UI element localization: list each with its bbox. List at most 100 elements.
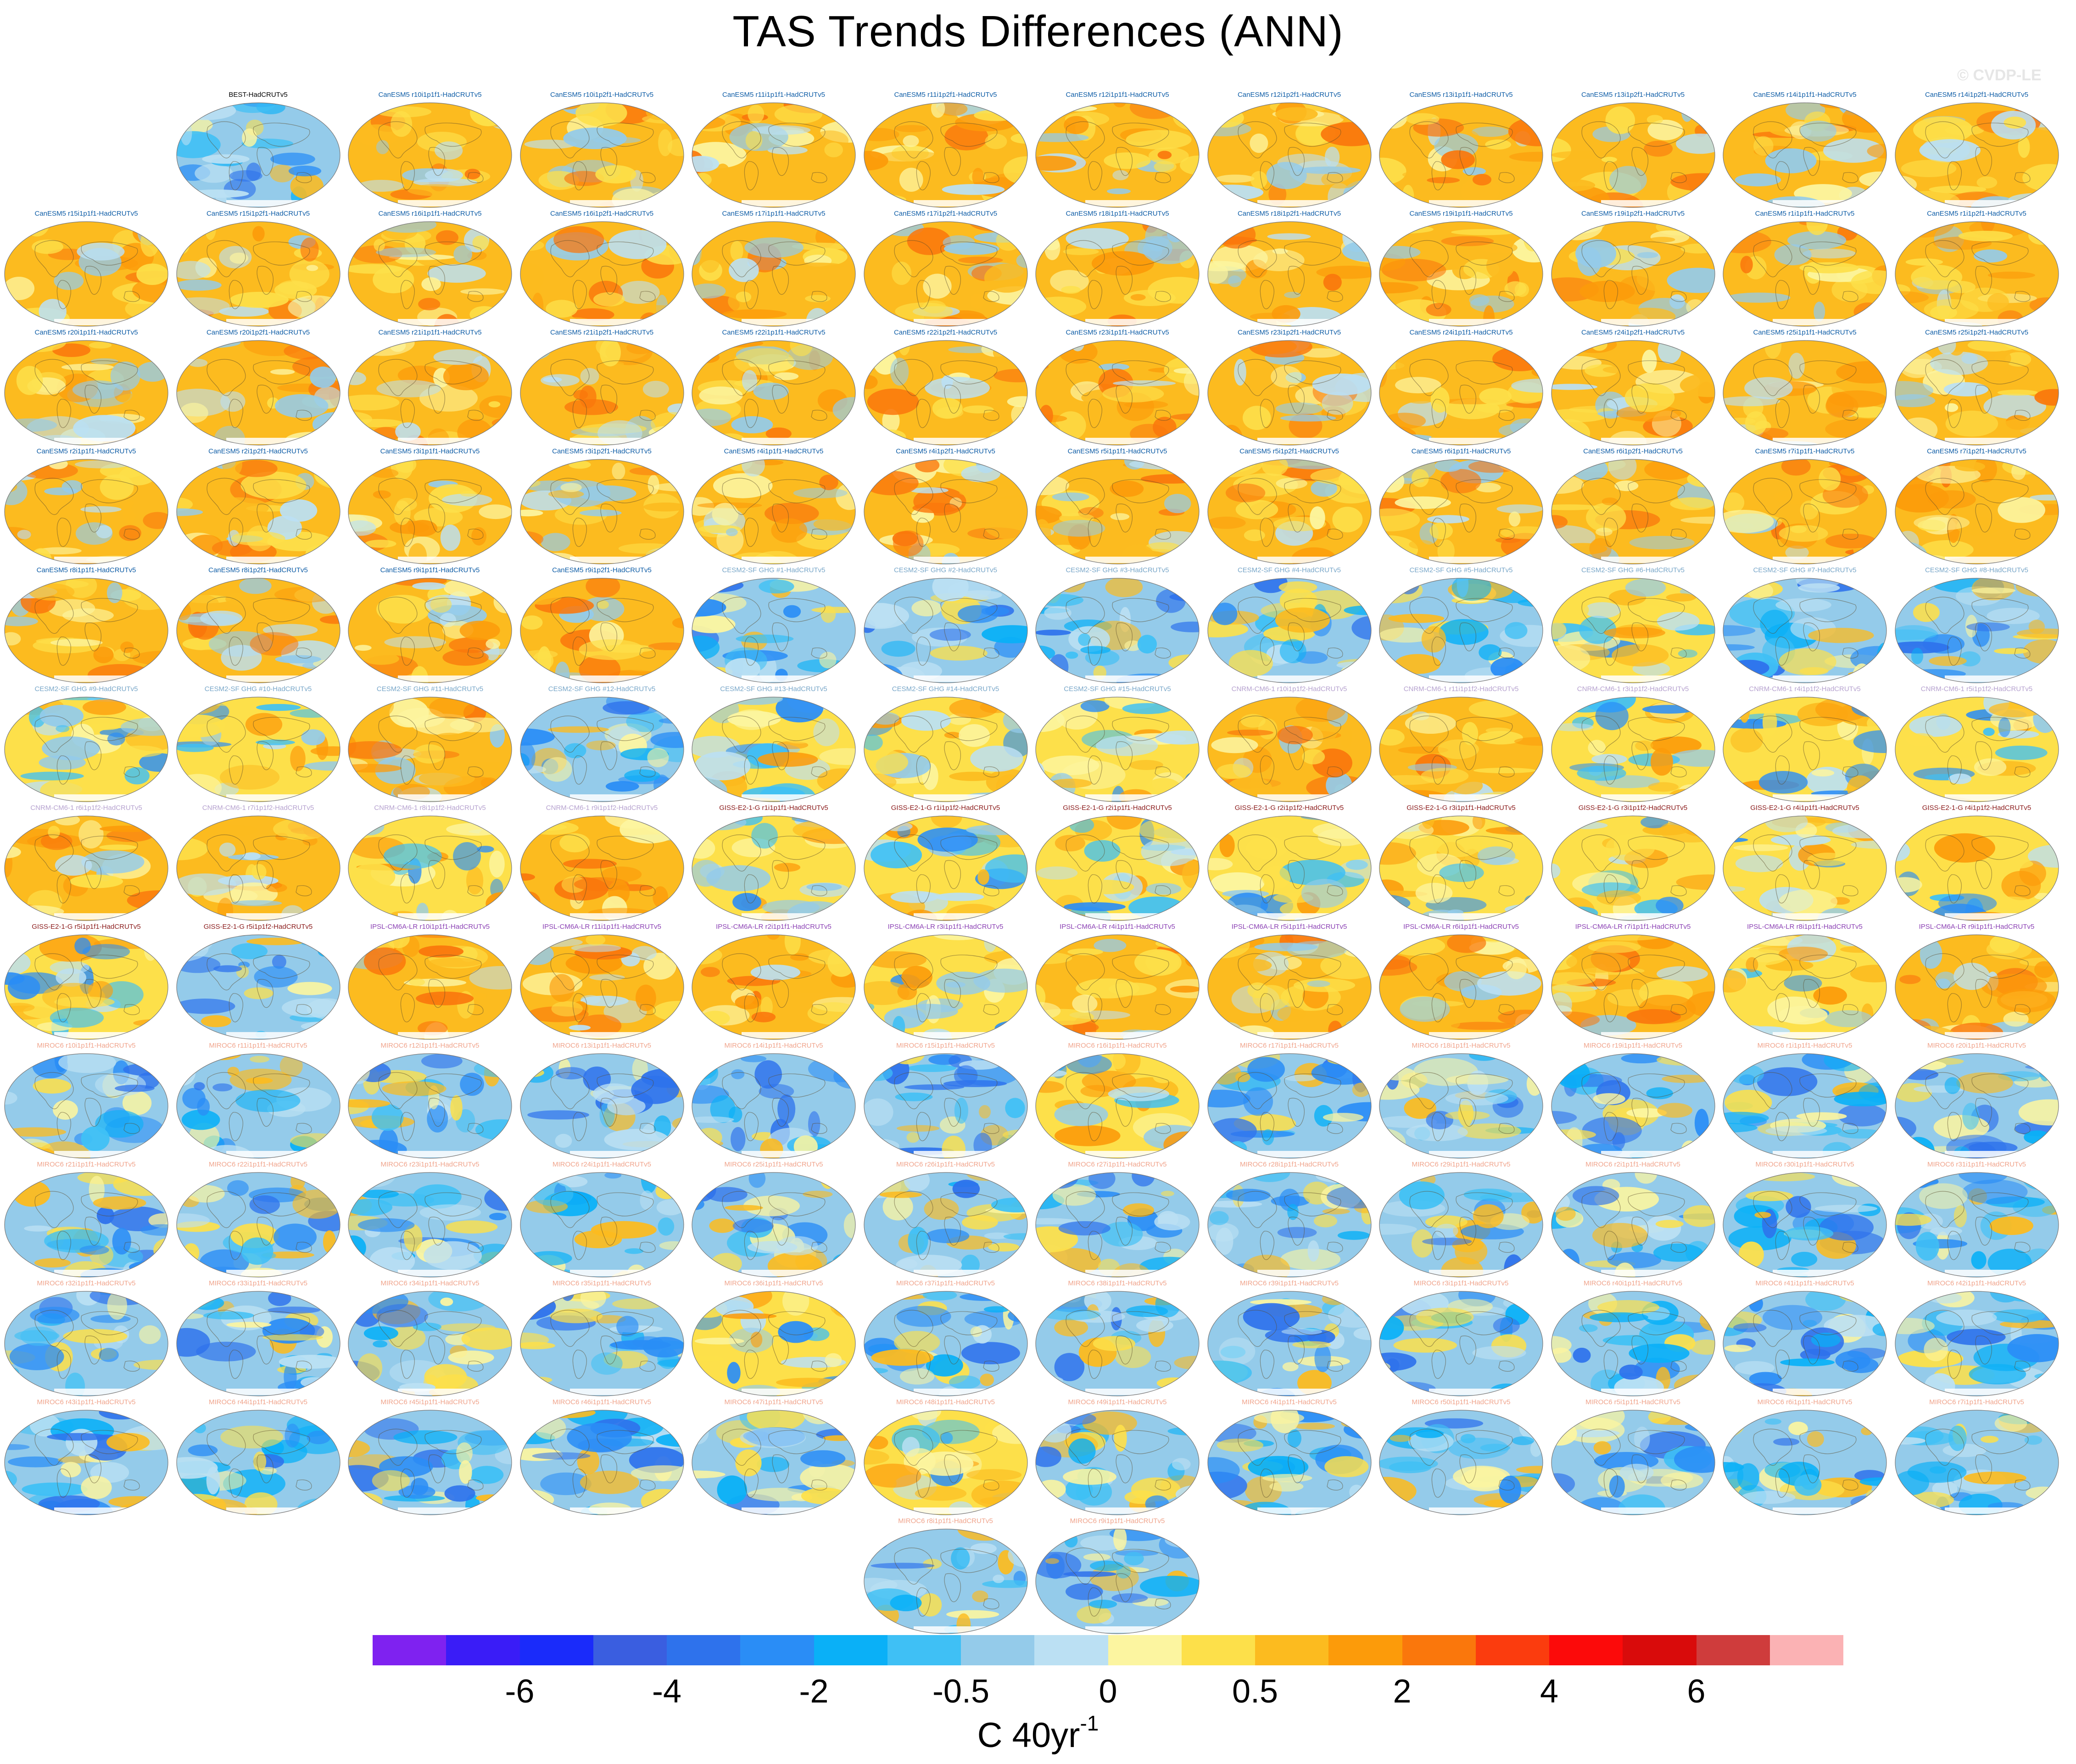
panel-title: MIROC6 r47i1p1f1-HadCRUTv5 [724, 1398, 823, 1406]
panel-title: MIROC6 r12i1p1f1-HadCRUTv5 [380, 1042, 480, 1049]
panel-title: CNRM-CM6-1 r8i1p1f2-HadCRUTv5 [374, 804, 486, 812]
map-panel: CESM2-SF GHG #6-HadCRUTv5 [1549, 566, 1717, 685]
globe-map [1894, 1291, 2059, 1396]
panel-title: MIROC6 r34i1p1f1-HadCRUTv5 [380, 1279, 480, 1287]
map-panel: CESM2-SF GHG #12-HadCRUTv5 [518, 685, 686, 804]
map-panel: CanESM5 r15i1p1f1-HadCRUTv5 [2, 210, 170, 329]
globe-map [1723, 102, 1887, 208]
globe-map [1894, 459, 2059, 564]
globe-map [4, 697, 168, 802]
globe-map [692, 1410, 856, 1515]
colorbar-box [887, 1635, 961, 1665]
panel-title: CanESM5 r20i1p2f1-HadCRUTv5 [206, 329, 310, 336]
panel-title: MIROC6 r9i1p1f1-HadCRUTv5 [1070, 1517, 1165, 1525]
panel-title: GISS-E2-1-G r3i1p1f2-HadCRUTv5 [1578, 804, 1688, 812]
globe-map [1379, 221, 1543, 327]
panel-title: CNRM-CM6-1 r5i1p1f2-HadCRUTv5 [1920, 685, 2033, 693]
globe-map [4, 815, 168, 921]
colorbar-tick-label: -6 [505, 1673, 535, 1710]
panel-title: CESM2-SF GHG #11-HadCRUTv5 [376, 685, 484, 693]
panel-title: MIROC6 r5i1p1f1-HadCRUTv5 [1585, 1398, 1680, 1406]
globe-map [692, 1172, 856, 1278]
map-panel: CESM2-SF GHG #14-HadCRUTv5 [862, 685, 1030, 804]
globe-map [1894, 1053, 2059, 1159]
map-panel: CNRM-CM6-1 r9i1p1f2-HadCRUTv5 [518, 804, 686, 923]
panel-title: CanESM5 r25i1p1f1-HadCRUTv5 [1753, 329, 1857, 336]
globe-map [1551, 459, 1715, 564]
map-panel: CanESM5 r16i1p1f1-HadCRUTv5 [346, 210, 514, 329]
map-panel: MIROC6 r11i1p1f1-HadCRUTv5 [174, 1042, 342, 1161]
panel-title: MIROC6 r13i1p1f1-HadCRUTv5 [552, 1042, 652, 1049]
map-panel: CESM2-SF GHG #15-HadCRUTv5 [1033, 685, 1201, 804]
panel-title: CESM2-SF GHG #12-HadCRUTv5 [548, 685, 656, 693]
globe-map [1894, 578, 2059, 683]
panel-title: CanESM5 r6i1p2f1-HadCRUTv5 [1583, 447, 1683, 455]
panel-title: MIROC6 r4i1p1f1-HadCRUTv5 [1242, 1398, 1337, 1406]
map-panel: CESM2-SF GHG #11-HadCRUTv5 [346, 685, 514, 804]
panel-title: CanESM5 r7i1p2f1-HadCRUTv5 [1927, 447, 2026, 455]
globe-map [692, 934, 856, 1040]
map-panel: CanESM5 r25i1p2f1-HadCRUTv5 [1893, 329, 2061, 447]
panel-title: CanESM5 r16i1p1f1-HadCRUTv5 [378, 210, 482, 218]
map-panel: CanESM5 r2i1p2f1-HadCRUTv5 [174, 447, 342, 566]
panel-title: MIROC6 r39i1p1f1-HadCRUTv5 [1239, 1279, 1339, 1287]
panel-title: CESM2-SF GHG #10-HadCRUTv5 [204, 685, 312, 693]
map-panel: CNRM-CM6-1 r3i1p1f2-HadCRUTv5 [1549, 685, 1717, 804]
panel-title: CanESM5 r3i1p1f1-HadCRUTv5 [380, 447, 480, 455]
globe-map [4, 1172, 168, 1278]
panel-title: IPSL-CM6A-LR r4i1p1f1-HadCRUTv5 [1060, 923, 1175, 931]
map-panel: MIROC6 r47i1p1f1-HadCRUTv5 [690, 1398, 858, 1517]
map-panel: MIROC6 r36i1p1f1-HadCRUTv5 [690, 1279, 858, 1398]
globe-map [519, 459, 684, 564]
map-panel: GISS-E2-1-G r4i1p1f2-HadCRUTv5 [1893, 804, 2061, 923]
panel-title: CNRM-CM6-1 r6i1p1f2-HadCRUTv5 [30, 804, 142, 812]
globe-map [863, 1291, 1028, 1396]
globe-map [1723, 221, 1887, 327]
globe-map [863, 697, 1028, 802]
panel-title: MIROC6 r24i1p1f1-HadCRUTv5 [552, 1161, 652, 1168]
globe-map [1551, 697, 1715, 802]
colorbar-tick-label: 0.5 [1232, 1673, 1278, 1710]
globe-map [1379, 1053, 1543, 1159]
map-panel: MIROC6 r46i1p1f1-HadCRUTv5 [518, 1398, 686, 1517]
colorbar-box [373, 1635, 447, 1665]
panel-title: IPSL-CM6A-LR r7i1p1f1-HadCRUTv5 [1575, 923, 1691, 931]
globe-map [1035, 1410, 1200, 1515]
globe-map [1551, 102, 1715, 208]
globe-map [1551, 934, 1715, 1040]
map-panel: MIROC6 r22i1p1f1-HadCRUTv5 [174, 1161, 342, 1279]
globe-map [863, 102, 1028, 208]
globe-map [348, 934, 512, 1040]
globe-map [1207, 1410, 1372, 1515]
colorbar-tick-label: 4 [1540, 1673, 1559, 1710]
globe-map [1551, 1172, 1715, 1278]
globe-map [348, 1291, 512, 1396]
colorbar-box [1402, 1635, 1476, 1665]
panel-title: CNRM-CM6-1 r4i1p1f2-HadCRUTv5 [1749, 685, 1861, 693]
map-panel: GISS-E2-1-G r1i1p1f2-HadCRUTv5 [862, 804, 1030, 923]
map-panel: MIROC6 r34i1p1f1-HadCRUTv5 [346, 1279, 514, 1398]
panel-title: GISS-E2-1-G r5i1p1f1-HadCRUTv5 [32, 923, 141, 931]
map-panel: CanESM5 r21i1p2f1-HadCRUTv5 [518, 329, 686, 447]
colorbar-box [1108, 1635, 1182, 1665]
map-panel: CanESM5 r7i1p1f1-HadCRUTv5 [1721, 447, 1889, 566]
panel-title: MIROC6 r40i1p1f1-HadCRUTv5 [1583, 1279, 1683, 1287]
panel-title: MIROC6 r38i1p1f1-HadCRUTv5 [1068, 1279, 1167, 1287]
globe-map [1894, 697, 2059, 802]
colorbar-tick-label: 0 [1099, 1673, 1117, 1710]
globe-map [1207, 815, 1372, 921]
colorbar-box [519, 1635, 594, 1665]
panel-title: MIROC6 r50i1p1f1-HadCRUTv5 [1412, 1398, 1511, 1406]
panel-title: CanESM5 r19i1p2f1-HadCRUTv5 [1581, 210, 1685, 218]
globe-map [1035, 1529, 1200, 1634]
globe-map [1035, 221, 1200, 327]
map-panel: MIROC6 r16i1p1f1-HadCRUTv5 [1033, 1042, 1201, 1161]
colorbar-tick-label: -4 [652, 1673, 682, 1710]
globe-map [1551, 578, 1715, 683]
map-panel: MIROC6 r7i1p1f1-HadCRUTv5 [1893, 1398, 2061, 1517]
globe-map [1723, 1291, 1887, 1396]
panel-title: CanESM5 r8i1p2f1-HadCRUTv5 [208, 566, 308, 574]
globe-map [692, 340, 856, 446]
globe-map [176, 102, 340, 208]
panel-title: CanESM5 r20i1p1f1-HadCRUTv5 [34, 329, 138, 336]
